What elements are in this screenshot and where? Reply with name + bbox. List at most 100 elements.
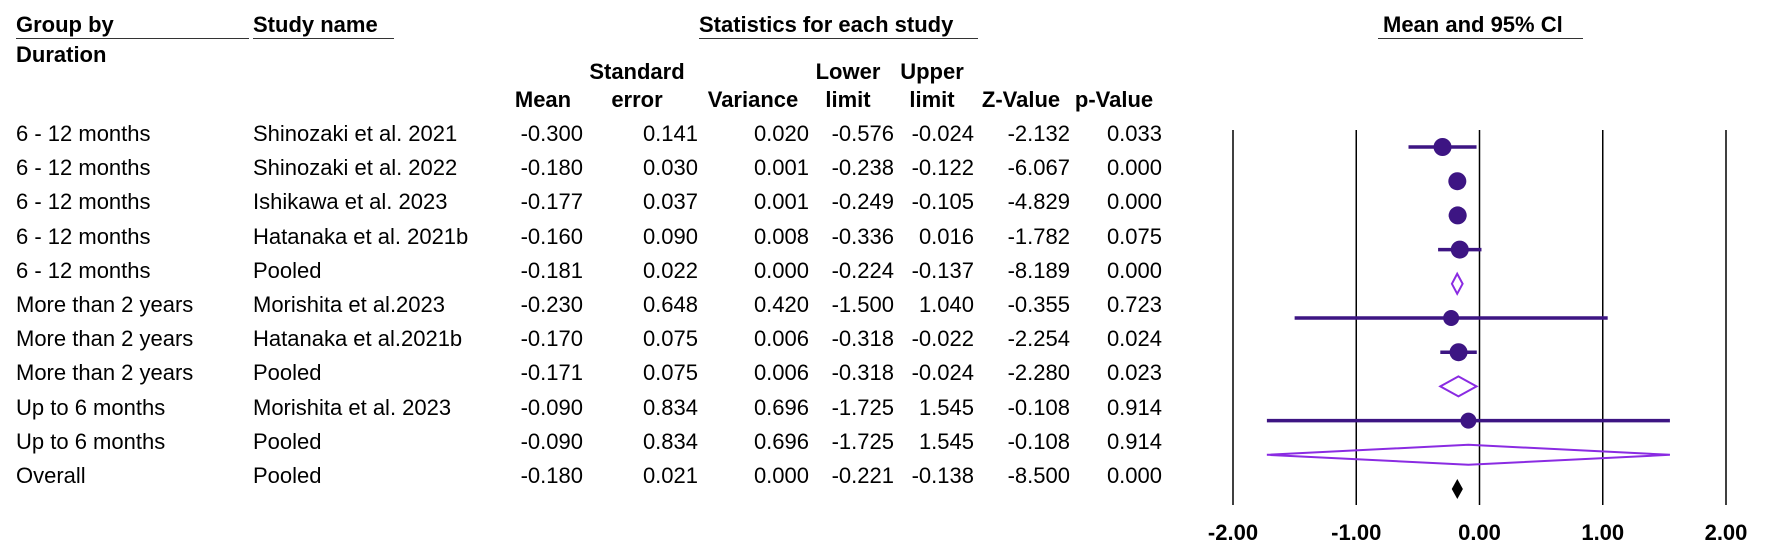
row-8-z: -0.108 xyxy=(1007,394,1070,420)
group-by-underline xyxy=(16,38,249,39)
point-marker-3 xyxy=(1450,240,1469,259)
study-name-header: Study name xyxy=(253,12,378,37)
row-9-study: Pooled xyxy=(253,428,322,454)
col-lower-line2: limit xyxy=(825,87,871,112)
row-4-p: 0.000 xyxy=(1106,257,1162,283)
col-z-value: Z-Value xyxy=(976,86,1066,114)
row-3-lower: -0.336 xyxy=(831,223,894,249)
row-7-study: Pooled xyxy=(253,360,322,386)
row-3-mean: -0.160 xyxy=(520,223,583,249)
row-0-mean: -0.300 xyxy=(520,121,583,146)
row-7-p: 0.023 xyxy=(1106,360,1162,386)
row-1-p: 0.000 xyxy=(1106,155,1162,181)
tick-label-4: 2.00 xyxy=(1705,520,1748,545)
row-0-study: Shinozaki et al. 2021 xyxy=(253,121,458,146)
col-mean-label: Mean xyxy=(514,87,572,112)
row-3-p: 0.075 xyxy=(1106,223,1162,249)
row-2-study: Ishikawa et al. 2023 xyxy=(253,189,448,215)
row-3-group: 6 - 12 months xyxy=(16,223,151,249)
col-standard-error: Standard error xyxy=(584,58,690,114)
row-10-mean: -0.180 xyxy=(520,463,583,488)
col-mean: Mean xyxy=(505,86,581,114)
group-by-header: Group by xyxy=(16,12,114,37)
point-marker-1 xyxy=(1448,172,1467,191)
row-10-lower: -0.221 xyxy=(831,463,894,488)
row-5-lower: -1.500 xyxy=(831,292,894,317)
row-8-p: 0.914 xyxy=(1106,394,1162,420)
row-8-upper: 1.545 xyxy=(918,394,974,420)
row-4-study: Pooled xyxy=(253,257,322,283)
row-10-group: Overall xyxy=(16,463,86,488)
row-7-z: -2.280 xyxy=(1007,360,1070,386)
row-9-z: -0.108 xyxy=(1007,428,1070,454)
col-variance-label: Variance xyxy=(707,87,799,112)
study-name-underline xyxy=(253,38,394,39)
row-1-upper: -0.122 xyxy=(911,155,974,181)
row-1-study: Shinozaki et al. 2022 xyxy=(253,155,458,181)
row-5-se: 0.648 xyxy=(642,292,698,317)
row-1-z: -6.067 xyxy=(1007,155,1070,181)
row-3-z: -1.782 xyxy=(1007,223,1070,249)
row-5-group: More than 2 years xyxy=(16,292,194,317)
row-7-se: 0.075 xyxy=(642,360,698,386)
row-1-lower: -0.238 xyxy=(831,155,894,181)
row-6-group: More than 2 years xyxy=(16,326,194,352)
row-10-z: -8.500 xyxy=(1007,463,1070,488)
row-0-variance: 0.020 xyxy=(753,121,809,146)
row-9-se: 0.834 xyxy=(642,428,698,454)
row-4-se: 0.022 xyxy=(642,257,698,283)
row-7-upper: -0.024 xyxy=(911,360,974,386)
col-variance: Variance xyxy=(700,86,806,114)
duration-label: Duration xyxy=(16,42,107,67)
col-upper-line2: limit xyxy=(909,87,955,112)
col-p-label: p-Value xyxy=(1074,87,1154,112)
row-0-lower: -0.576 xyxy=(831,121,894,146)
row-7-lower: -0.318 xyxy=(831,360,894,386)
row-3-study: Hatanaka et al. 2021b xyxy=(253,223,469,249)
row-2-group: 6 - 12 months xyxy=(16,189,151,215)
row-7-mean: -0.171 xyxy=(520,360,583,386)
row-2-mean: -0.177 xyxy=(520,189,583,215)
row-4-lower: -0.224 xyxy=(831,257,894,283)
statistics-header: Statistics for each study xyxy=(699,12,954,37)
pooled-diamond-4 xyxy=(1450,271,1464,296)
row-2-variance: 0.001 xyxy=(753,189,809,215)
row-6-mean: -0.170 xyxy=(520,326,583,352)
row-1-variance: 0.001 xyxy=(753,155,809,181)
row-1-se: 0.030 xyxy=(642,155,698,181)
row-6-z: -2.254 xyxy=(1007,326,1070,352)
row-5-mean: -0.230 xyxy=(520,292,583,317)
col-lower-line1: Lower xyxy=(815,59,881,84)
row-9-p: 0.914 xyxy=(1106,428,1162,454)
row-6-variance: 0.006 xyxy=(753,326,809,352)
point-marker-2 xyxy=(1448,206,1467,225)
tick-label-1: -1.00 xyxy=(1331,520,1381,545)
row-5-p: 0.723 xyxy=(1106,292,1162,317)
statistics-underline xyxy=(699,38,978,39)
row-0-z: -2.132 xyxy=(1007,121,1070,146)
row-8-mean: -0.090 xyxy=(520,394,583,420)
row-2-se: 0.037 xyxy=(642,189,698,215)
plot-title-underline xyxy=(1378,38,1583,39)
col-se-line2: error xyxy=(611,87,663,112)
row-2-upper: -0.105 xyxy=(911,189,974,215)
overall-diamond-10 xyxy=(1451,478,1463,500)
point-marker-5 xyxy=(1443,310,1460,326)
tick-label-3: 1.00 xyxy=(1581,520,1624,545)
point-marker-0 xyxy=(1433,138,1452,156)
row-6-lower: -0.318 xyxy=(831,326,894,352)
pooled-diamond-7 xyxy=(1438,375,1479,398)
row-1-mean: -0.180 xyxy=(520,155,583,181)
row-6-study: Hatanaka et al.2021b xyxy=(253,326,463,352)
row-9-group: Up to 6 months xyxy=(16,428,166,454)
row-9-mean: -0.090 xyxy=(520,428,583,454)
row-4-variance: 0.000 xyxy=(753,257,809,283)
row-8-lower: -1.725 xyxy=(831,394,894,420)
row-2-z: -4.829 xyxy=(1007,189,1070,215)
row-3-variance: 0.008 xyxy=(753,223,809,249)
row-6-se: 0.075 xyxy=(642,326,698,352)
row-8-variance: 0.696 xyxy=(753,394,809,420)
point-marker-8 xyxy=(1460,412,1477,429)
row-4-mean: -0.181 xyxy=(520,257,583,283)
